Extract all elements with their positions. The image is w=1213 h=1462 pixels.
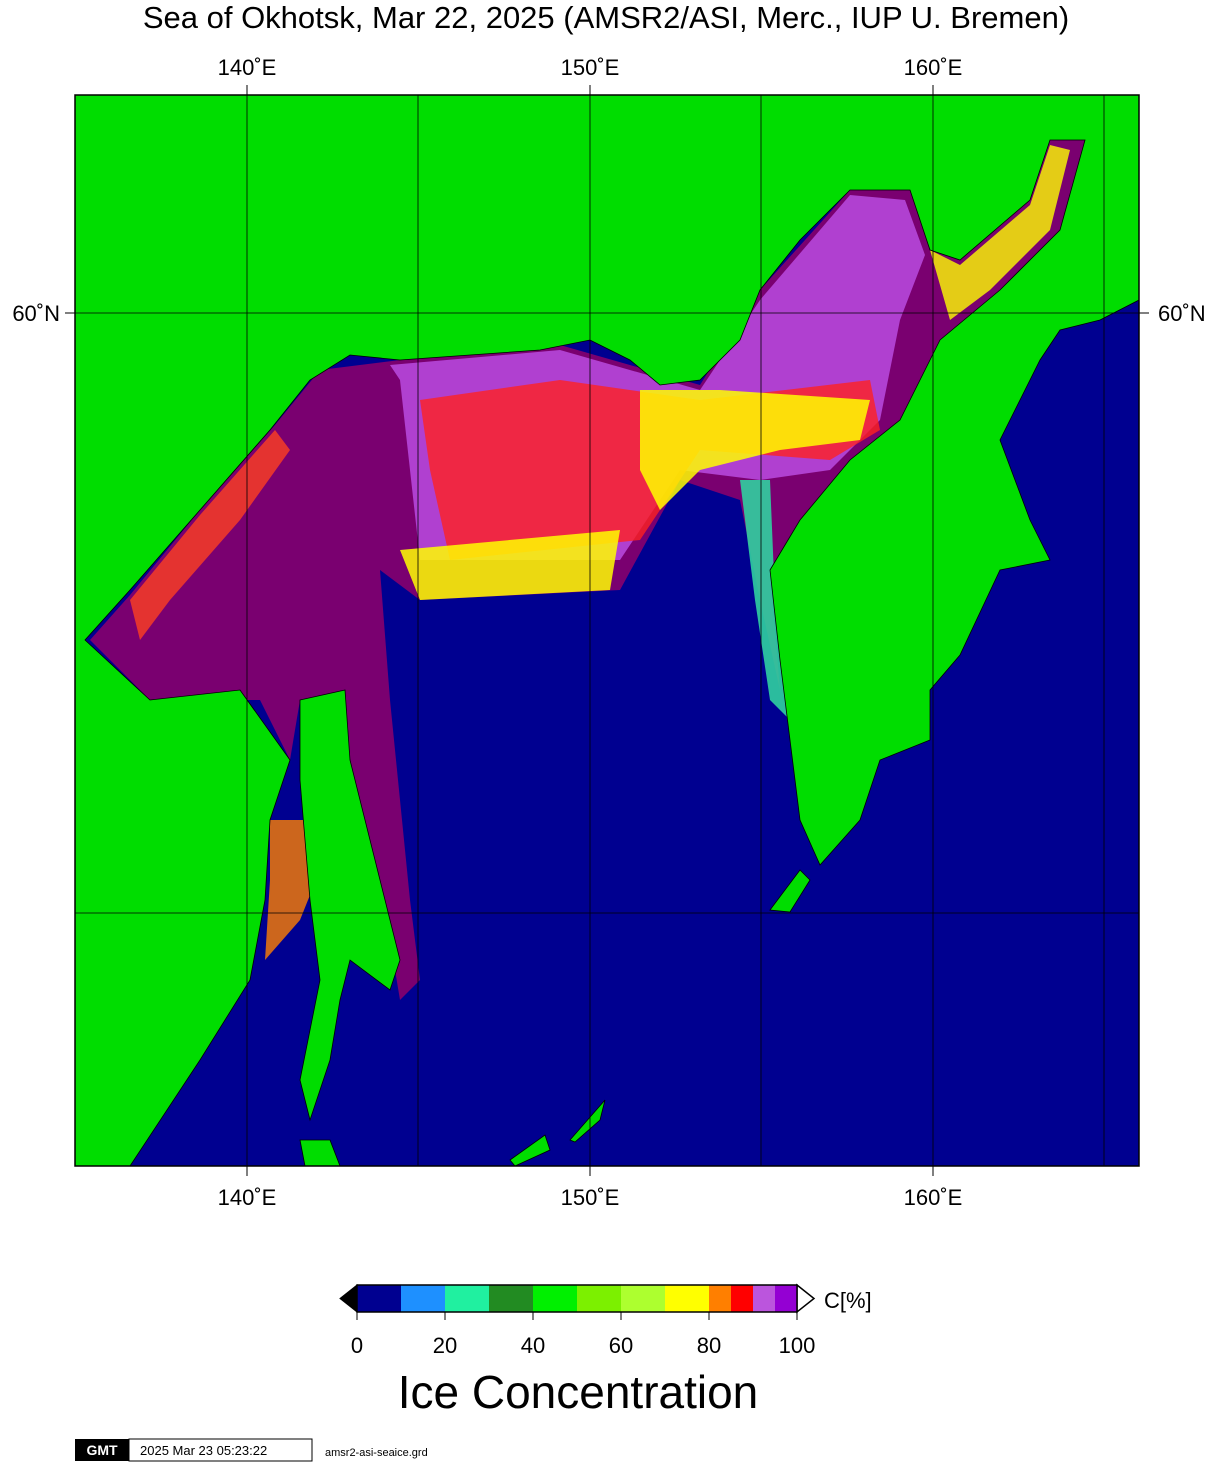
sea-ice-band	[930, 145, 1070, 320]
land	[569, 1099, 606, 1143]
colorbar-bin	[533, 1285, 577, 1312]
colorbar: 0 20 40 60 80 100	[351, 1285, 815, 1358]
lon-label: 140˚E	[218, 55, 277, 80]
lat-label: 60˚N	[1158, 301, 1206, 326]
sea-ice-band	[130, 430, 290, 640]
colorbar-tick-label: 40	[521, 1333, 545, 1358]
colorbar-bin	[709, 1285, 731, 1312]
colorbar-tick-label: 80	[697, 1333, 721, 1358]
lon-label: 150˚E	[561, 55, 620, 80]
map-axes: 140˚E 140˚E 150˚E 150˚E 160˚E 160˚E 60˚N 60˚N	[12, 55, 1205, 1210]
colorbar-bin	[775, 1285, 797, 1312]
colorbar-tick-label: 0	[351, 1333, 363, 1358]
colorbar-tick-label: 20	[433, 1333, 457, 1358]
gmt-logo: GMT	[86, 1442, 118, 1458]
map-title: Sea of Okhotsk, Mar 22, 2025 (AMSR2/ASI,…	[143, 0, 1069, 35]
map-frame	[74, 94, 1140, 1167]
source-file: amsr2-asi-seaice.grd	[325, 1447, 428, 1459]
colorbar-unit: C[%]	[824, 1288, 872, 1313]
graticule	[75, 95, 1139, 1166]
gmt-logo-box	[75, 1439, 129, 1461]
lon-label: 140˚E	[218, 1185, 277, 1210]
graticule	[75, 95, 1139, 1166]
land	[299, 1139, 341, 1166]
colorbar-bin	[665, 1285, 709, 1312]
colorbar-bin	[753, 1285, 775, 1312]
lon-label: 160˚E	[904, 55, 963, 80]
lat-label: 60˚N	[12, 301, 60, 326]
colorbar-tick-label: 60	[609, 1333, 633, 1358]
colorbar-bin	[357, 1285, 401, 1312]
map-area	[75, 95, 1139, 1166]
land	[299, 689, 401, 1122]
colorbar-bin	[489, 1285, 533, 1312]
colorbar-bin	[731, 1285, 753, 1312]
lon-label: 160˚E	[904, 1185, 963, 1210]
colorbar-title: Ice Concentration	[398, 1366, 759, 1418]
land	[75, 95, 1139, 1166]
lon-label: 150˚E	[561, 1185, 620, 1210]
sea-ice-band	[640, 390, 870, 510]
colorbar-over	[796, 1283, 816, 1314]
timestamp: 2025 Mar 23 05:23:22	[140, 1443, 267, 1458]
colorbar-bin	[445, 1285, 489, 1312]
timestamp-box	[128, 1438, 313, 1462]
sea-ice-band	[400, 530, 620, 600]
colorbar-under	[339, 1283, 358, 1314]
colorbar-tick-label: 100	[779, 1333, 816, 1358]
colorbar-frame	[356, 1284, 798, 1313]
colorbar-bin	[621, 1285, 665, 1312]
sea-ice-band	[740, 480, 790, 720]
colorbar-bin	[577, 1285, 621, 1312]
land	[509, 1134, 551, 1166]
land	[769, 869, 811, 913]
colorbar-bin	[401, 1285, 445, 1312]
